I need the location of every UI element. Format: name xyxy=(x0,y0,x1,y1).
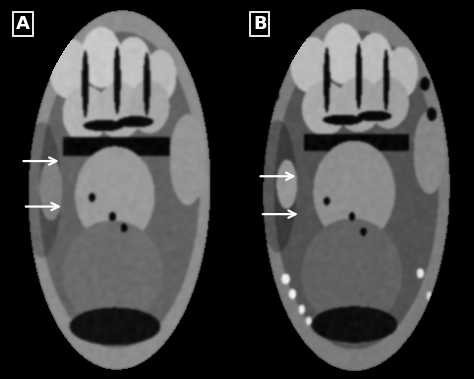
Text: A: A xyxy=(16,15,30,33)
Text: B: B xyxy=(253,15,267,33)
